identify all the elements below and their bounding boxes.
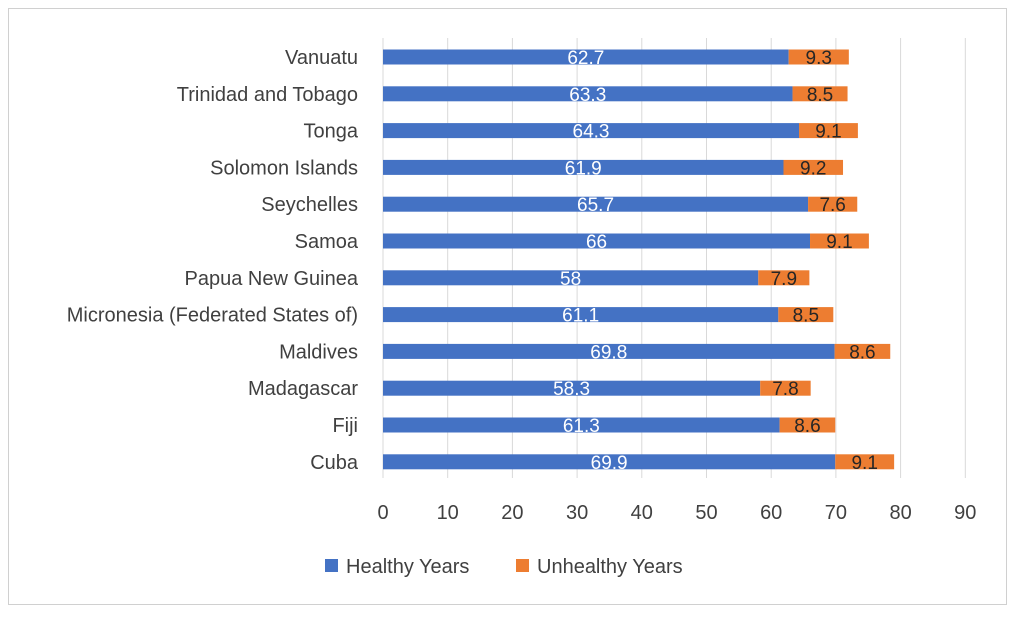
- unhealthy-years-bar: [760, 380, 811, 396]
- category-label: Trinidad and Tobago: [177, 84, 358, 106]
- category-label: Vanuatu: [285, 47, 358, 69]
- healthy-years-value-label: 62.7: [567, 48, 604, 69]
- unhealthy-years-value-label: 9.1: [851, 453, 877, 474]
- healthy-years-bar: [383, 307, 779, 323]
- category-label: Fiji: [332, 415, 358, 437]
- category-label: Micronesia (Federated States of): [67, 305, 358, 327]
- unhealthy-years-bar: [779, 417, 836, 433]
- x-tick-label: 30: [566, 502, 588, 524]
- healthy-years-value-label: 69.8: [590, 342, 627, 363]
- healthy-years-bar: [383, 343, 835, 359]
- unhealthy-years-bar: [783, 159, 844, 175]
- category-label: Maldives: [279, 341, 358, 363]
- unhealthy-years-value-label: 9.2: [800, 158, 826, 179]
- healthy-years-bar: [383, 123, 800, 139]
- healthy-years-value-label: 58: [560, 269, 581, 290]
- category-label: Cuba: [310, 452, 359, 474]
- legend-unhealthy-years-swatch: [516, 559, 529, 572]
- unhealthy-years-value-label: 7.8: [772, 379, 798, 400]
- healthy-years-value-label: 64.3: [573, 122, 610, 143]
- legend-healthy-years-label: Healthy Years: [346, 556, 469, 578]
- healthy-years-value-label: 65.7: [577, 195, 614, 216]
- category-label: Tonga: [304, 121, 359, 143]
- category-label: Solomon Islands: [210, 157, 358, 179]
- x-tick-label: 80: [889, 502, 911, 524]
- unhealthy-years-value-label: 8.6: [794, 416, 820, 437]
- unhealthy-years-bar: [799, 123, 858, 139]
- healthy-years-bar: [383, 270, 759, 286]
- unhealthy-years-value-label: 9.1: [826, 232, 852, 253]
- x-tick-label: 50: [695, 502, 717, 524]
- x-tick-label: 20: [501, 502, 523, 524]
- healthy-years-bar: [383, 86, 793, 102]
- x-tick-label: 70: [825, 502, 847, 524]
- healthy-years-bar: [383, 49, 789, 65]
- healthy-years-value-label: 58.3: [553, 379, 590, 400]
- healthy-years-value-label: 61.3: [563, 416, 600, 437]
- healthy-years-bar: [383, 233, 811, 249]
- x-tick-label: 40: [631, 502, 653, 524]
- x-tick-label: 0: [377, 502, 388, 524]
- x-tick-label: 90: [954, 502, 976, 524]
- healthy-years-value-label: 61.1: [562, 306, 599, 327]
- legend-unhealthy-years-label: Unhealthy Years: [537, 556, 683, 578]
- chart-frame: [8, 8, 1007, 605]
- category-label: Papua New Guinea: [185, 268, 359, 290]
- unhealthy-years-bar: [810, 233, 869, 249]
- unhealthy-years-value-label: 9.3: [806, 48, 832, 69]
- healthy-years-value-label: 63.3: [569, 85, 606, 106]
- legend-healthy-years-swatch: [325, 559, 338, 572]
- healthy-years-bar: [383, 417, 780, 433]
- unhealthy-years-value-label: 7.6: [819, 195, 845, 216]
- unhealthy-years-bar: [835, 454, 895, 470]
- unhealthy-years-bar: [778, 307, 834, 323]
- unhealthy-years-bar: [834, 343, 891, 359]
- x-tick-label: 60: [760, 502, 782, 524]
- healthy-years-bar: [383, 454, 836, 470]
- healthy-years-value-label: 66: [586, 232, 607, 253]
- unhealthy-years-value-label: 8.5: [793, 306, 819, 327]
- unhealthy-years-value-label: 8.6: [849, 342, 875, 363]
- unhealthy-years-value-label: 7.9: [771, 269, 797, 290]
- healthy-years-bar: [383, 196, 809, 212]
- healthy-years-value-label: 69.9: [591, 453, 628, 474]
- healthy-years-bar: [383, 159, 784, 175]
- category-label: Madagascar: [248, 378, 358, 400]
- healthy-years-bar: [383, 380, 761, 396]
- x-tick-label: 10: [437, 502, 459, 524]
- unhealthy-years-bar: [792, 86, 848, 102]
- unhealthy-years-bar: [808, 196, 858, 212]
- category-label: Samoa: [295, 231, 359, 253]
- unhealthy-years-bar: [788, 49, 849, 65]
- category-label: Seychelles: [261, 194, 358, 216]
- unhealthy-years-bar: [758, 270, 810, 286]
- unhealthy-years-value-label: 9.1: [815, 122, 841, 143]
- unhealthy-years-value-label: 8.5: [807, 85, 833, 106]
- healthy-years-value-label: 61.9: [565, 158, 602, 179]
